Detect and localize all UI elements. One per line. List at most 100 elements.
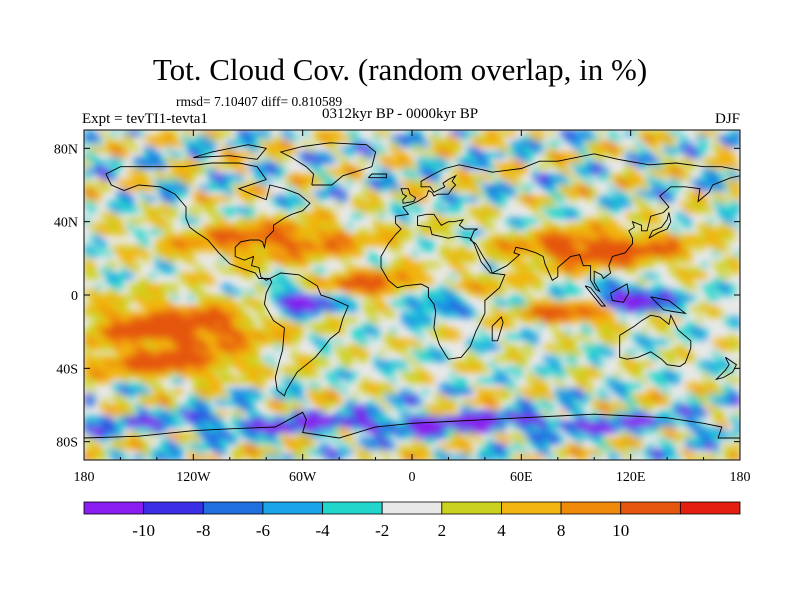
field-cell: [488, 427, 495, 434]
field-cell: [390, 190, 397, 197]
field-cell: [204, 240, 211, 247]
field-cell: [351, 416, 358, 423]
field-cell: [330, 295, 337, 302]
field-cell: [237, 262, 244, 269]
field-cell: [455, 207, 462, 214]
field-cell: [723, 135, 730, 142]
field-cell: [729, 333, 736, 340]
field-cell: [308, 372, 315, 379]
field-cell: [663, 289, 670, 296]
field-cell: [319, 361, 326, 368]
field-cell: [346, 168, 353, 175]
field-cell: [570, 262, 577, 269]
field-cell: [319, 229, 326, 236]
field-cell: [450, 443, 457, 450]
field-cell: [417, 267, 424, 274]
field-cell: [160, 355, 167, 362]
field-cell: [466, 179, 473, 186]
colorbar-swatch: [441, 501, 502, 515]
field-cell: [242, 317, 249, 324]
field-cell: [597, 311, 604, 318]
field-cell: [171, 306, 178, 313]
field-cell: [543, 262, 550, 269]
field-cell: [242, 399, 249, 406]
field-cell: [89, 416, 96, 423]
field-cell: [215, 432, 222, 439]
field-cell: [461, 218, 468, 225]
field-cell: [674, 377, 681, 384]
field-cell: [668, 432, 675, 439]
field-cell: [122, 267, 129, 274]
field-cell: [707, 377, 714, 384]
field-cell: [149, 317, 156, 324]
field-cell: [258, 366, 265, 373]
field-cell: [570, 306, 577, 313]
field-cell: [450, 168, 457, 175]
field-cell: [455, 185, 462, 192]
field-cell: [346, 344, 353, 351]
field-cell: [510, 273, 517, 280]
field-cell: [253, 130, 260, 137]
field-cell: [636, 284, 643, 291]
field-cell: [269, 284, 276, 291]
field-cell: [417, 179, 424, 186]
field-cell: [116, 333, 123, 340]
field-cell: [422, 311, 429, 318]
field-cell: [417, 146, 424, 153]
field-cell: [630, 394, 637, 401]
field-cell: [171, 361, 178, 368]
field-cell: [417, 240, 424, 247]
field-cell: [122, 344, 129, 351]
field-cell: [116, 339, 123, 346]
field-cell: [592, 152, 599, 159]
field-cell: [586, 135, 593, 142]
field-cell: [597, 278, 604, 285]
field-cell: [406, 410, 413, 417]
field-cell: [690, 328, 697, 335]
field-cell: [84, 438, 91, 445]
field-cell: [319, 267, 326, 274]
field-cell: [84, 245, 91, 252]
field-cell: [461, 284, 468, 291]
field-cell: [526, 146, 533, 153]
field-cell: [428, 416, 435, 423]
field-cell: [401, 212, 408, 219]
field-cell: [701, 438, 708, 445]
field-cell: [155, 449, 162, 456]
field-cell: [275, 135, 282, 142]
field-cell: [729, 289, 736, 296]
field-cell: [308, 256, 315, 263]
field-cell: [308, 240, 315, 247]
field-cell: [603, 289, 610, 296]
field-cell: [291, 339, 298, 346]
field-cell: [663, 427, 670, 434]
field-cell: [297, 262, 304, 269]
field-cell: [357, 278, 364, 285]
field-cell: [586, 449, 593, 456]
field-cell: [286, 284, 293, 291]
field-cell: [488, 278, 495, 285]
field-cell: [625, 328, 632, 335]
field-cell: [346, 130, 353, 137]
field-cell: [275, 295, 282, 302]
field-cell: [335, 223, 342, 230]
field-cell: [84, 366, 91, 373]
field-cell: [614, 454, 621, 460]
field-cell: [84, 383, 91, 390]
field-cell: [313, 157, 320, 164]
field-cell: [297, 152, 304, 159]
field-cell: [324, 212, 331, 219]
field-cell: [647, 174, 654, 181]
field-cell: [630, 383, 637, 390]
field-cell: [258, 394, 265, 401]
field-cell: [198, 201, 205, 208]
field-cell: [652, 311, 659, 318]
field-cell: [275, 267, 282, 274]
field-cell: [433, 449, 440, 456]
field-cell: [286, 366, 293, 373]
field-cell: [138, 416, 145, 423]
field-cell: [603, 174, 610, 181]
field-cell: [439, 410, 446, 417]
field-cell: [84, 185, 91, 192]
field-cell: [204, 432, 211, 439]
